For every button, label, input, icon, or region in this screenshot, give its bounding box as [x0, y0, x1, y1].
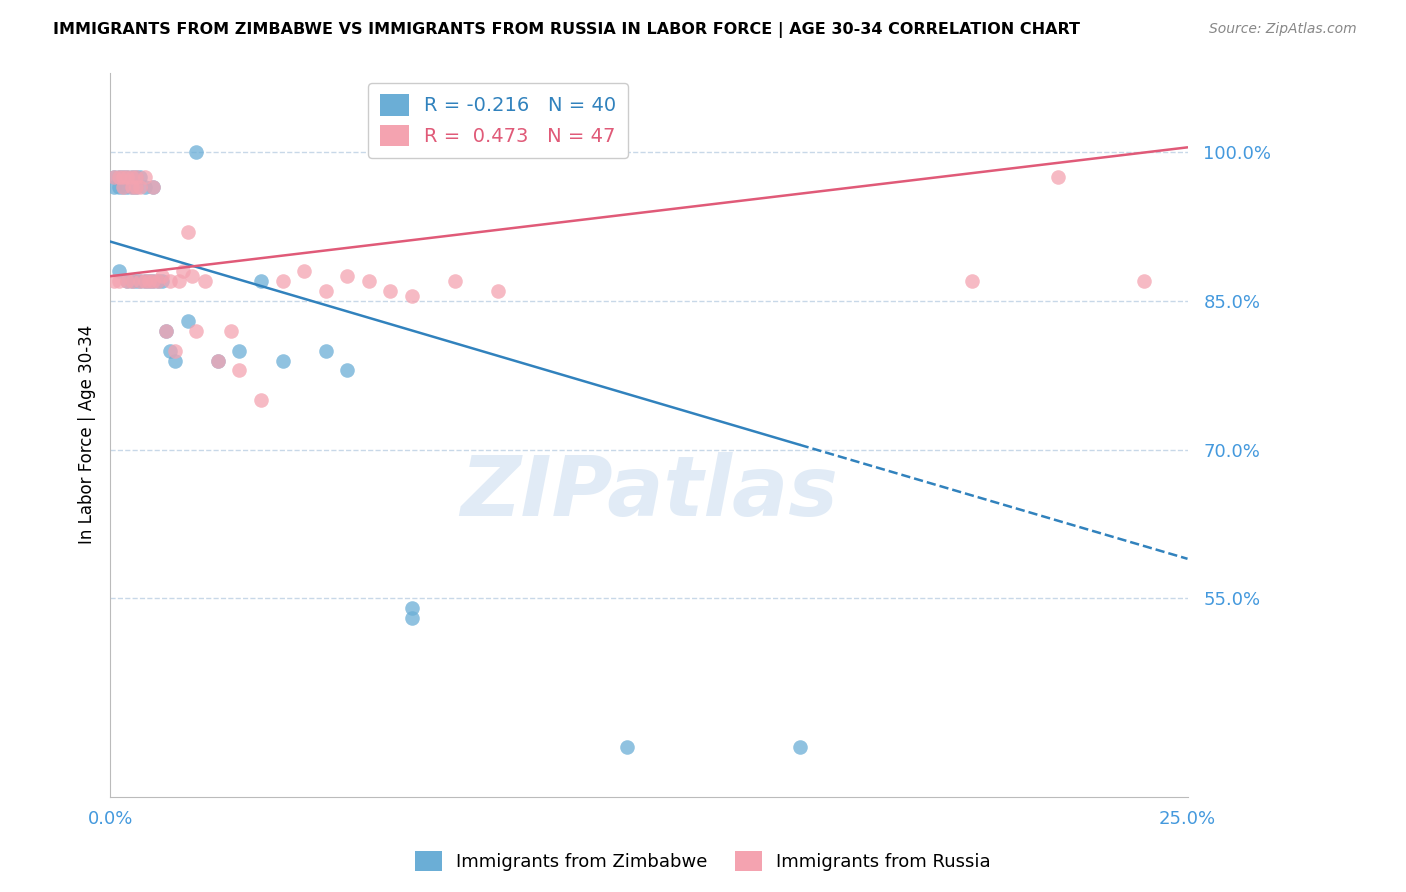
Point — [380, 284, 402, 298]
Point — [250, 393, 273, 408]
Point — [121, 180, 143, 194]
Point — [142, 180, 165, 194]
Point — [159, 274, 181, 288]
Point — [250, 274, 273, 288]
Point — [315, 284, 337, 298]
Point — [186, 145, 208, 160]
Point — [960, 274, 983, 288]
Point — [228, 363, 250, 377]
Point — [357, 274, 380, 288]
Point — [142, 274, 165, 288]
Point — [336, 269, 359, 284]
Point — [121, 274, 143, 288]
Point — [177, 225, 200, 239]
Point — [177, 314, 200, 328]
Point — [163, 343, 186, 358]
Point — [121, 180, 143, 194]
Point — [172, 264, 194, 278]
Point — [219, 324, 242, 338]
Point — [336, 363, 359, 377]
Point — [107, 170, 129, 185]
Y-axis label: In Labor Force | Age 30-34: In Labor Force | Age 30-34 — [79, 326, 96, 544]
Point — [271, 274, 294, 288]
Legend: R = -0.216   N = 40, R =  0.473   N = 47: R = -0.216 N = 40, R = 0.473 N = 47 — [368, 83, 628, 158]
Point — [129, 274, 152, 288]
Point — [125, 180, 148, 194]
Point — [117, 170, 139, 185]
Point — [121, 170, 143, 185]
Point — [134, 170, 156, 185]
Point — [117, 180, 139, 194]
Point — [103, 170, 125, 185]
Point — [401, 601, 423, 615]
Point — [207, 353, 229, 368]
Point — [181, 269, 204, 284]
Point — [107, 264, 129, 278]
Point — [138, 274, 160, 288]
Point — [1133, 274, 1156, 288]
Point — [121, 274, 143, 288]
Point — [186, 324, 208, 338]
Point — [228, 343, 250, 358]
Text: IMMIGRANTS FROM ZIMBABWE VS IMMIGRANTS FROM RUSSIA IN LABOR FORCE | AGE 30-34 CO: IMMIGRANTS FROM ZIMBABWE VS IMMIGRANTS F… — [53, 22, 1080, 38]
Point — [103, 180, 125, 194]
Point — [103, 274, 125, 288]
Point — [129, 180, 152, 194]
Point — [616, 740, 638, 755]
Text: ZIPatlas: ZIPatlas — [460, 452, 838, 533]
Point — [789, 740, 811, 755]
Point — [125, 170, 148, 185]
Point — [134, 274, 156, 288]
Point — [146, 274, 169, 288]
Point — [315, 343, 337, 358]
Point — [401, 289, 423, 303]
Point — [401, 611, 423, 625]
Point — [444, 274, 467, 288]
Point — [134, 180, 156, 194]
Point — [112, 170, 135, 185]
Point — [107, 170, 129, 185]
Point — [163, 353, 186, 368]
Legend: Immigrants from Zimbabwe, Immigrants from Russia: Immigrants from Zimbabwe, Immigrants fro… — [408, 844, 998, 879]
Point — [150, 274, 173, 288]
Point — [117, 274, 139, 288]
Point — [107, 274, 129, 288]
Point — [112, 170, 135, 185]
Point — [207, 353, 229, 368]
Point — [159, 343, 181, 358]
Point — [125, 170, 148, 185]
Point — [117, 170, 139, 185]
Point — [107, 180, 129, 194]
Point — [112, 180, 135, 194]
Point — [142, 180, 165, 194]
Point — [142, 274, 165, 288]
Point — [486, 284, 509, 298]
Point — [129, 170, 152, 185]
Point — [117, 274, 139, 288]
Point — [121, 170, 143, 185]
Point — [194, 274, 217, 288]
Point — [292, 264, 315, 278]
Point — [167, 274, 190, 288]
Text: Source: ZipAtlas.com: Source: ZipAtlas.com — [1209, 22, 1357, 37]
Point — [103, 170, 125, 185]
Point — [150, 269, 173, 284]
Point — [155, 324, 177, 338]
Point — [155, 324, 177, 338]
Point — [125, 274, 148, 288]
Point — [134, 274, 156, 288]
Point — [125, 180, 148, 194]
Point — [271, 353, 294, 368]
Point — [138, 274, 160, 288]
Point — [1047, 170, 1070, 185]
Point — [146, 274, 169, 288]
Point — [112, 180, 135, 194]
Point — [129, 274, 152, 288]
